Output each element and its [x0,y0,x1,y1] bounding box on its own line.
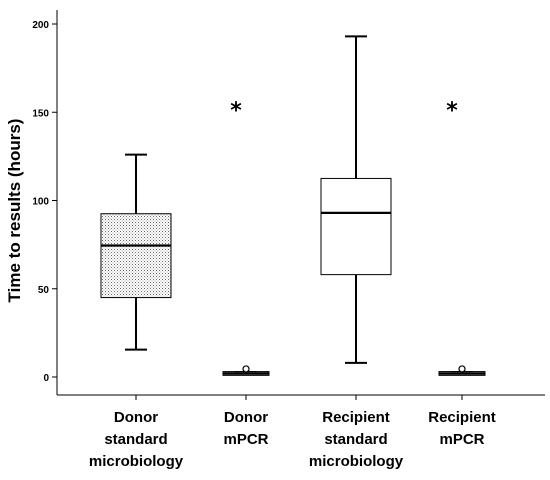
category-label-line: Donor [114,409,158,426]
category-label-line: microbiology [89,453,184,470]
box-group [100,153,172,351]
category-label-line: Recipient [322,409,390,426]
outlier-circle [458,365,466,373]
outlier-circle [242,365,250,373]
labels-layer: Time to results (hours) Donor standard micr… [5,119,496,470]
y-tick-label: 150 [32,108,49,119]
y-tick-label: 0 [43,373,49,384]
category-label-line: microbiology [309,453,404,470]
outlier-star: * [446,99,458,124]
boxes-layer: * * [100,35,486,376]
y-tick-label: 50 [38,285,50,296]
category-label-line: mPCR [223,431,268,448]
category-label: Donor mPCR [223,409,268,448]
box-iqr [100,213,172,299]
category-label: Recipient mPCR [428,409,496,448]
y-tick-label: 200 [32,20,49,31]
category-label-line: Recipient [428,409,496,426]
category-label-line: Donor [224,409,268,426]
axes: 0 50 100 150 200 [32,10,545,400]
category-label-line: mPCR [439,431,484,448]
category-label: Recipient standard microbiology [309,409,404,470]
box-group [320,35,392,364]
category-label-line: standard [324,431,387,448]
y-tick-label: 100 [32,197,49,208]
box-group: * [438,99,486,376]
outlier-star: * [230,99,242,124]
category-label: Donor standard microbiology [89,409,184,470]
y-axis-title: Time to results (hours) [5,119,24,303]
box-iqr [320,177,392,276]
box-group: * [222,99,270,376]
category-label-line: standard [104,431,167,448]
